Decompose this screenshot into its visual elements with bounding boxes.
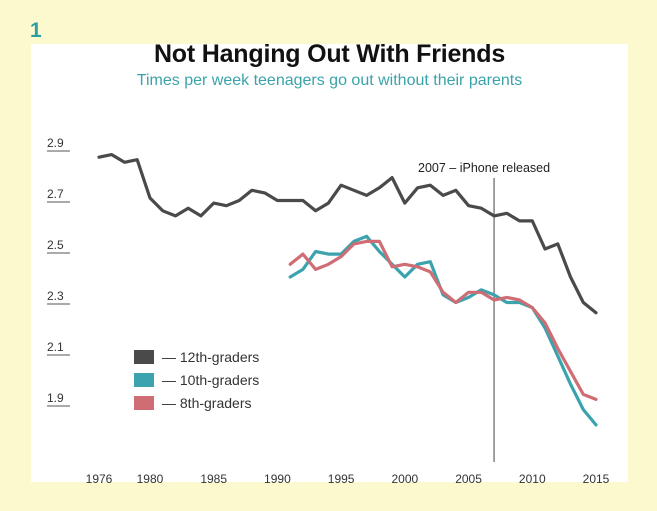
x-tick-label: 1995 xyxy=(328,472,355,486)
iphone-annotation-label: 2007 – iPhone released xyxy=(418,161,550,175)
chart-title: Not Hanging Out With Friends xyxy=(153,40,506,68)
x-tick-label: 2015 xyxy=(583,472,610,486)
x-tick-label: 1980 xyxy=(137,472,164,486)
series-line-10th-graders xyxy=(288,234,598,427)
y-tick-label: 2.3 xyxy=(47,289,64,303)
figure-number-badge: 1 xyxy=(30,19,42,42)
x-tick-label: 1990 xyxy=(264,472,291,486)
x-tick-label: 2005 xyxy=(455,472,482,486)
legend-swatch-8th-graders xyxy=(134,396,154,410)
legend-label-10th-graders: — 10th-graders xyxy=(162,372,259,388)
y-tick-label: 1.9 xyxy=(47,391,64,405)
x-tick-label: 2010 xyxy=(519,472,546,486)
y-tick-label: 2.5 xyxy=(47,238,64,252)
x-tick-label: 2000 xyxy=(391,472,418,486)
series-line-12th-graders xyxy=(97,153,598,315)
y-tick-label: 2.1 xyxy=(47,340,64,354)
legend-label-12th-graders: — 12th-graders xyxy=(162,349,259,365)
series-line-8th-graders xyxy=(288,239,598,401)
legend-swatch-10th-graders xyxy=(134,373,154,387)
x-tick-label: 1976 xyxy=(86,472,113,486)
chart-subtitle: Times per week teenagers go out without … xyxy=(136,72,523,89)
y-tick-label: 2.9 xyxy=(47,136,64,150)
x-tick-label: 1985 xyxy=(200,472,227,486)
y-tick-label: 2.7 xyxy=(47,187,64,201)
legend-label-8th-graders: — 8th-graders xyxy=(162,395,251,411)
legend-swatch-12th-graders xyxy=(134,350,154,364)
